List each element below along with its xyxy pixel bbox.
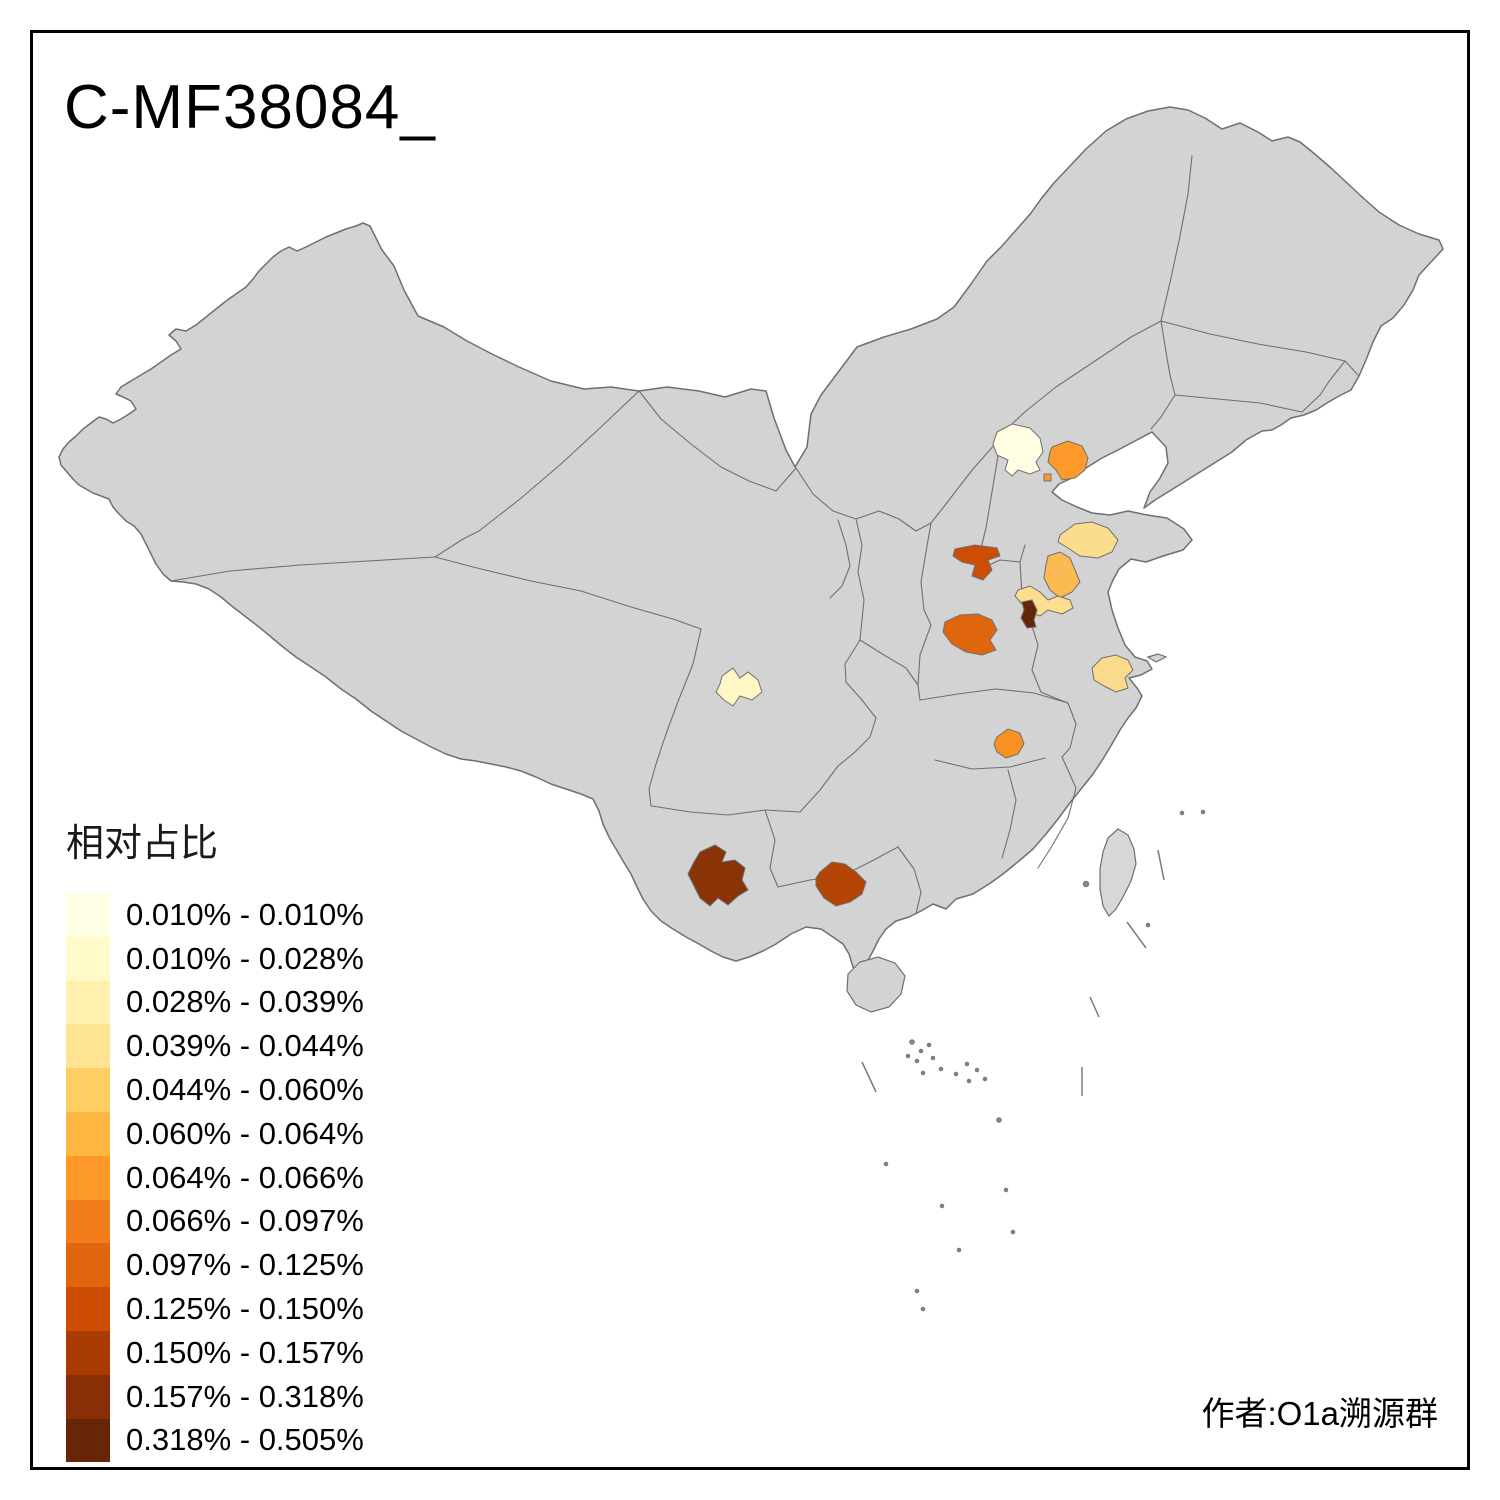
legend-label: 0.064% - 0.066% bbox=[126, 1159, 364, 1195]
legend: 相对占比 0.010% - 0.010% 0.010% - 0.028% 0.028… bbox=[66, 812, 364, 1463]
figure-title: C-MF38084_ bbox=[64, 73, 436, 142]
legend-swatch bbox=[66, 1330, 110, 1375]
legend-item: 0.097% - 0.125% bbox=[66, 1243, 364, 1288]
map-region-weifang-area bbox=[1057, 521, 1119, 559]
hainan-island bbox=[846, 956, 906, 1013]
map-region-beijing-area bbox=[992, 423, 1044, 477]
legend-item: 0.060% - 0.064% bbox=[66, 1111, 364, 1156]
legend-item: 0.150% - 0.157% bbox=[66, 1330, 364, 1375]
legend-label: 0.028% - 0.039% bbox=[126, 984, 364, 1020]
legend-label: 0.150% - 0.157% bbox=[126, 1334, 364, 1370]
legend-item: 0.318% - 0.505% bbox=[66, 1418, 364, 1463]
legend-swatch bbox=[66, 980, 110, 1025]
highlighted-regions bbox=[687, 423, 1134, 907]
legend-label: 0.060% - 0.064% bbox=[126, 1115, 364, 1151]
legend-item: 0.157% - 0.318% bbox=[66, 1374, 364, 1419]
figure-frame bbox=[30, 30, 1470, 1470]
legend-swatch bbox=[66, 936, 110, 981]
map-region-tangshan-islet bbox=[1043, 473, 1052, 482]
legend-swatch bbox=[66, 1243, 110, 1288]
chongming-island bbox=[1146, 653, 1168, 663]
legend-label: 0.318% - 0.505% bbox=[126, 1422, 364, 1458]
mainland-outline bbox=[58, 106, 1444, 975]
legend-item: 0.010% - 0.010% bbox=[66, 893, 364, 937]
legend-item: 0.044% - 0.060% bbox=[66, 1068, 364, 1112]
map-region-jiangsu-area bbox=[1091, 654, 1134, 693]
legend-items: 0.010% - 0.010% 0.010% - 0.028% 0.028% - 0… bbox=[66, 893, 364, 1463]
map-region-chengdu-area bbox=[715, 667, 763, 707]
legend-label: 0.010% - 0.010% bbox=[126, 896, 364, 932]
legend-swatch bbox=[66, 1374, 110, 1419]
legend-label: 0.044% - 0.060% bbox=[126, 1072, 364, 1108]
legend-swatch bbox=[66, 1111, 110, 1156]
legend-swatch bbox=[66, 1199, 110, 1244]
map-region-heze-area bbox=[1020, 599, 1038, 629]
legend-swatch bbox=[66, 1068, 110, 1112]
sea-islets bbox=[861, 809, 1206, 1312]
map-region-hubei-area bbox=[993, 728, 1025, 759]
map-region-guangxi-area bbox=[815, 861, 867, 907]
map-region-tangshan-area bbox=[1047, 440, 1089, 481]
legend-swatch bbox=[66, 1155, 110, 1200]
attribution-text: 作者:O1a溯源群 bbox=[1201, 1395, 1438, 1432]
map-region-luoyang-area bbox=[942, 613, 998, 656]
legend-swatch bbox=[66, 1024, 110, 1069]
legend-swatch bbox=[66, 1287, 110, 1331]
legend-title: 相对占比 bbox=[66, 823, 219, 865]
legend-label: 0.097% - 0.125% bbox=[126, 1247, 364, 1283]
map-region-shanxi-se-area bbox=[952, 544, 1001, 581]
legend-item: 0.066% - 0.097% bbox=[66, 1199, 364, 1244]
legend-item: 0.028% - 0.039% bbox=[66, 980, 364, 1025]
legend-item: 0.039% - 0.044% bbox=[66, 1024, 364, 1069]
legend-label: 0.157% - 0.318% bbox=[126, 1378, 364, 1414]
legend-label: 0.066% - 0.097% bbox=[126, 1203, 364, 1239]
legend-swatch bbox=[66, 893, 110, 937]
islands bbox=[846, 653, 1168, 1013]
map-region-yunnan-area bbox=[687, 844, 749, 907]
legend-item: 0.064% - 0.066% bbox=[66, 1155, 364, 1200]
map-region-zibo-taian-area bbox=[1043, 551, 1081, 599]
legend-item: 0.010% - 0.028% bbox=[66, 936, 364, 981]
taiwan-island bbox=[1099, 828, 1137, 917]
legend-swatch bbox=[66, 1418, 110, 1463]
legend-item: 0.125% - 0.150% bbox=[66, 1287, 364, 1331]
legend-label: 0.125% - 0.150% bbox=[126, 1291, 364, 1327]
legend-label: 0.010% - 0.028% bbox=[126, 940, 364, 976]
legend-label: 0.039% - 0.044% bbox=[126, 1028, 364, 1064]
